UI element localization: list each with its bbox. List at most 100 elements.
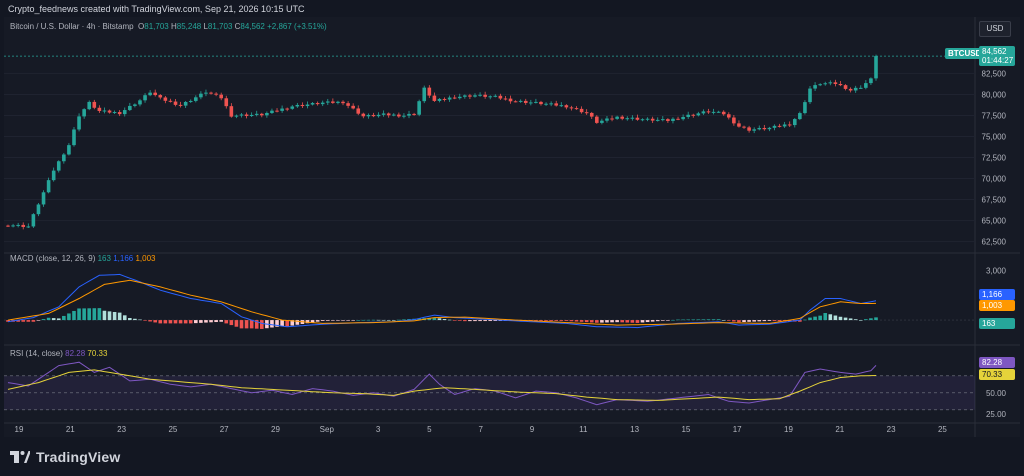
candle-body: [529, 102, 533, 104]
price-tick-label: 65,000: [982, 217, 1007, 226]
macd-histogram-bar: [858, 320, 863, 321]
macd-histogram-bar: [229, 320, 234, 326]
candle-body: [102, 110, 107, 112]
macd-histogram-bar: [650, 320, 655, 322]
currency-button[interactable]: USD: [979, 21, 1011, 37]
rsi-name: RSI (14, close): [10, 349, 63, 358]
macd-histogram-bar: [290, 320, 295, 326]
candle-body: [229, 106, 234, 117]
macd-histogram-bar: [260, 320, 264, 329]
candle-body: [534, 101, 538, 103]
candle-body: [508, 98, 513, 102]
symbol-tag: BTCUSD: [945, 48, 985, 59]
open-label: O: [138, 22, 145, 31]
macd-signal-tag: 1,003: [979, 300, 1015, 311]
candle-body: [320, 102, 325, 105]
candle-body: [630, 117, 635, 119]
macd-histogram-bar: [386, 320, 391, 321]
macd-name: MACD (close, 12, 26, 9): [10, 254, 96, 263]
macd-histogram-bar: [336, 320, 340, 321]
candle-body: [249, 114, 254, 116]
time-tick-label: 19: [784, 425, 793, 434]
candle-body: [163, 97, 168, 101]
macd-histogram-bar: [473, 320, 477, 322]
candle-body: [432, 95, 437, 101]
macd-histogram-bar: [244, 320, 249, 329]
candle-body: [833, 82, 838, 84]
rsi-legend: RSI (14, close) 82.28 70.33: [10, 349, 107, 358]
candle-body: [41, 192, 46, 205]
macd-histogram-bar: [366, 319, 371, 321]
macd-histogram-bar: [463, 320, 467, 322]
macd-histogram-bar: [625, 320, 630, 323]
candle-body: [681, 116, 685, 120]
macd-histogram-bar: [701, 319, 706, 321]
price-tag-value: 84,562: [982, 47, 1007, 56]
time-tick-label: 23: [117, 425, 126, 434]
candle-body: [726, 114, 731, 118]
tradingview-logo-icon: [10, 451, 30, 463]
candle-body: [391, 114, 396, 116]
candle-body: [716, 111, 721, 113]
macd-histogram-bar: [864, 319, 868, 321]
macd-histogram-bar: [204, 320, 208, 323]
macd-histogram-bar: [549, 320, 553, 321]
candle-body: [798, 113, 802, 120]
macd-histogram-bar: [452, 320, 457, 321]
candle-body: [26, 226, 31, 228]
macd-histogram-bar: [589, 320, 594, 323]
candle-body: [143, 95, 147, 101]
macd-histogram-bar: [574, 320, 579, 322]
chart-area[interactable]: [4, 17, 1020, 437]
macd-histogram-bar: [808, 317, 812, 321]
macd-histogram-bar: [92, 308, 97, 321]
macd-histogram-bar: [224, 320, 229, 324]
candle-body: [72, 129, 76, 146]
candle-body: [371, 114, 376, 117]
candle-body: [117, 112, 122, 115]
rsi-ma-value: 70.33: [87, 349, 108, 358]
macd-histogram-bar: [87, 308, 92, 321]
time-tick-label: 25: [168, 425, 177, 434]
macd-histogram-bar: [721, 320, 726, 321]
candle-body: [615, 116, 619, 119]
macd-histogram-bar: [295, 320, 300, 325]
candle-body: [853, 87, 858, 91]
change-value: +2,867 (+3.51%): [267, 22, 327, 31]
time-tick-label: 23: [887, 425, 896, 434]
macd-histogram-bar: [803, 319, 807, 321]
candle-body: [199, 93, 203, 98]
macd-histogram-bar: [869, 318, 873, 321]
candle-body: [128, 105, 132, 111]
macd-histogram-bar: [194, 320, 198, 324]
rsi-value: 82.28: [65, 349, 86, 358]
macd-histogram-bar: [234, 320, 239, 327]
candle-body: [579, 108, 584, 113]
macd-histogram-bar: [493, 320, 498, 322]
macd-histogram-bar: [381, 319, 386, 321]
candle-body: [244, 114, 249, 116]
candle-body: [417, 101, 421, 115]
macd-histogram-bar: [31, 320, 36, 322]
macd-histogram-bar: [635, 320, 640, 323]
macd-histogram-bar: [569, 320, 574, 322]
candle-body: [87, 101, 92, 110]
macd-histogram-bar: [46, 317, 51, 321]
macd-histogram-bar: [122, 315, 127, 321]
price-chart-svg[interactable]: 62,500 65,000 67,500 70,000 72,500 75,000 77,5…: [0, 0, 1024, 440]
macd-histogram-bar: [117, 312, 122, 321]
price-tick-label: 75,000: [982, 132, 1007, 141]
macd-histogram-bar: [325, 320, 330, 321]
macd-histogram-bar: [554, 320, 559, 321]
candle-body: [280, 108, 284, 111]
macd-histogram-bar: [630, 320, 635, 323]
candle-body: [366, 114, 371, 117]
macd-histogram-bar: [16, 320, 20, 322]
time-tick-label: 7: [478, 425, 483, 434]
candle-body: [442, 98, 447, 100]
macd-histogram-bar: [584, 320, 589, 323]
macd-histogram-bar: [579, 320, 584, 322]
macd-histogram-bar: [346, 320, 350, 321]
candle-body: [813, 85, 817, 89]
candle-body: [457, 96, 462, 99]
